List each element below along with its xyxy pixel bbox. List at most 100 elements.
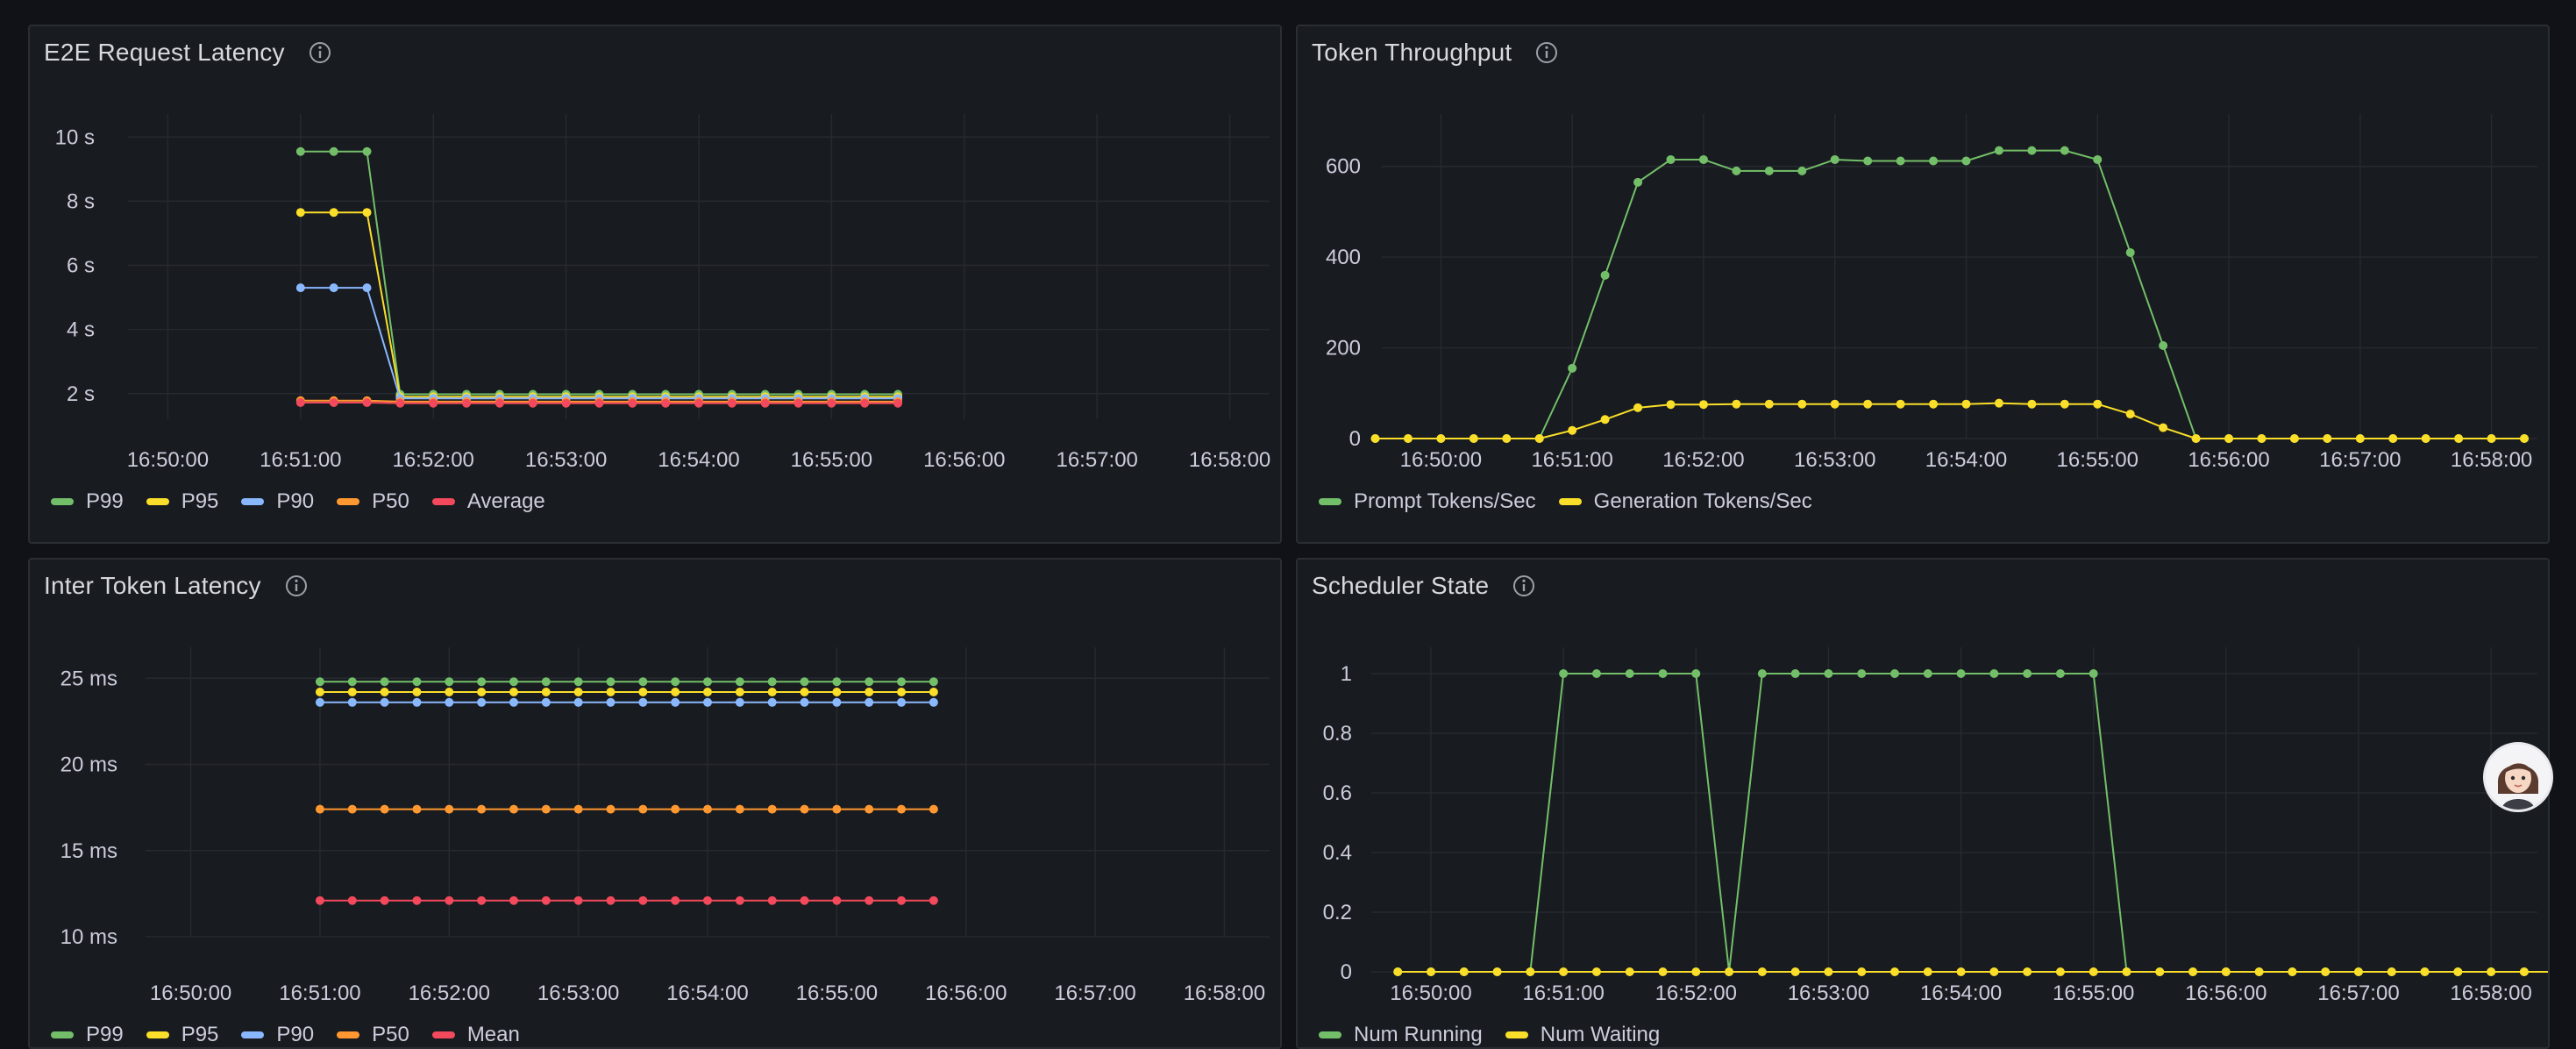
data-point xyxy=(395,398,405,408)
data-point xyxy=(1956,669,1966,678)
data-point xyxy=(329,146,338,156)
data-point xyxy=(495,398,504,408)
data-point xyxy=(1994,146,2003,155)
data-point xyxy=(1824,967,1833,976)
data-point xyxy=(1797,399,1807,409)
data-point xyxy=(638,688,648,697)
data-point xyxy=(347,677,357,687)
data-point xyxy=(1857,669,1867,678)
data-point xyxy=(767,697,777,707)
data-point xyxy=(573,697,583,707)
data-point xyxy=(509,677,518,687)
data-point xyxy=(897,677,907,687)
data-point xyxy=(541,697,551,707)
panel-title: Scheduler State xyxy=(1312,572,1490,599)
user-avatar-icon[interactable] xyxy=(2483,742,2553,812)
info-icon[interactable] xyxy=(308,40,332,65)
y-tick-label: 0.2 xyxy=(1323,901,1352,924)
data-point xyxy=(1732,166,1741,175)
y-tick-label: 10 ms xyxy=(60,925,117,949)
legend-item[interactable]: Mean xyxy=(431,1023,520,1047)
data-point xyxy=(541,688,551,697)
data-point xyxy=(1427,967,1436,976)
legend-label: P95 xyxy=(181,489,219,513)
legend-item[interactable]: P95 xyxy=(146,489,219,514)
legend-item[interactable]: Num Running xyxy=(1319,1023,1483,1047)
legend-item[interactable]: P50 xyxy=(337,489,409,514)
data-point xyxy=(638,804,648,814)
legend-item[interactable]: P90 xyxy=(241,1023,314,1047)
x-tick-label: 16:50:00 xyxy=(1390,981,1471,1005)
legend-item[interactable]: P90 xyxy=(241,489,314,514)
legend-item[interactable]: P99 xyxy=(51,489,124,514)
y-tick-label: 25 ms xyxy=(60,667,117,690)
data-point xyxy=(1691,967,1701,976)
legend-label: P95 xyxy=(181,1023,219,1046)
chart-throughput: 600 400 200 0 16:50:00 16:51:00 16:52:00 16:53:… xyxy=(1326,114,2537,472)
y-tick-label: 20 ms xyxy=(60,753,117,777)
legend-item[interactable]: P99 xyxy=(51,1023,124,1047)
data-point xyxy=(295,208,305,218)
data-point xyxy=(1568,425,1577,435)
data-point xyxy=(1568,363,1577,373)
data-point xyxy=(2321,967,2330,976)
legend-swatch xyxy=(146,498,169,505)
data-point xyxy=(606,804,616,814)
data-point xyxy=(1666,154,1676,164)
data-point xyxy=(767,896,777,905)
data-point xyxy=(2191,434,2201,443)
data-point xyxy=(573,804,583,814)
data-point xyxy=(2027,146,2037,155)
x-tick-label: 16:56:00 xyxy=(925,981,1007,1005)
y-tick-label: 8 s xyxy=(67,189,95,213)
data-point xyxy=(2159,340,2168,350)
data-point xyxy=(347,697,357,707)
data-point xyxy=(541,896,551,905)
x-tick-label: 16:50:00 xyxy=(150,981,231,1005)
data-point xyxy=(380,697,389,707)
data-point xyxy=(1790,669,1800,678)
data-point xyxy=(1863,156,1873,166)
legend-item[interactable]: P50 xyxy=(337,1023,409,1047)
data-point xyxy=(897,804,907,814)
y-tick-label: 2 s xyxy=(67,382,95,406)
data-point xyxy=(477,804,487,814)
data-point xyxy=(638,677,648,687)
data-point xyxy=(1698,400,1708,410)
x-tick-label: 16:54:00 xyxy=(1920,981,2002,1005)
legend-item[interactable]: P95 xyxy=(146,1023,219,1047)
x-tick-label: 16:58:00 xyxy=(2451,448,2532,472)
data-point xyxy=(594,398,604,408)
data-point xyxy=(2519,967,2529,976)
legend-label: P90 xyxy=(276,1023,315,1046)
legend-swatch xyxy=(1319,1031,1341,1038)
data-point xyxy=(509,804,518,814)
data-point xyxy=(1633,177,1643,187)
panel-token-throughput: Token Throughput 600 400 200 0 16:50:00 16:51… xyxy=(1296,25,2550,544)
data-point xyxy=(1658,967,1668,976)
legend-item[interactable]: Generation Tokens/Sec xyxy=(1558,489,1812,514)
data-point xyxy=(412,677,422,687)
panel-scheduler-state: Scheduler State 1 0.8 0.6 0.4 0.2 0 16:50:00 16… xyxy=(1296,558,2550,1049)
data-point xyxy=(671,896,680,905)
legend-label: Mean xyxy=(466,1023,520,1046)
data-point xyxy=(1764,399,1774,409)
data-point xyxy=(1929,156,1939,166)
legend-item[interactable]: Num Waiting xyxy=(1505,1023,1660,1047)
data-point xyxy=(2388,434,2398,443)
legend-item[interactable]: Prompt Tokens/Sec xyxy=(1319,489,1536,514)
data-point xyxy=(2453,967,2463,976)
data-point xyxy=(767,688,777,697)
legend-swatch xyxy=(431,498,455,505)
data-point xyxy=(380,677,389,687)
legend: P99 P95 P90 P50 Average xyxy=(51,489,545,514)
info-icon[interactable] xyxy=(1512,574,1536,598)
data-point xyxy=(800,804,809,814)
data-point xyxy=(2122,967,2131,976)
legend-item[interactable]: Average xyxy=(431,489,545,514)
info-icon[interactable] xyxy=(1534,40,1559,65)
info-icon[interactable] xyxy=(284,574,309,598)
series-line xyxy=(1398,673,2548,973)
y-tick-label: 6 s xyxy=(67,254,95,278)
